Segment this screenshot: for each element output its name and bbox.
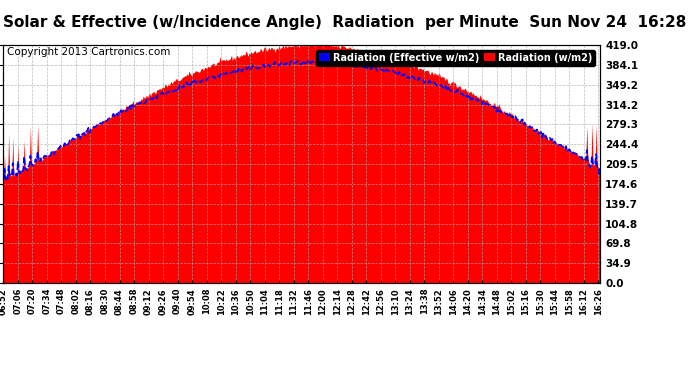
Text: Copyright 2013 Cartronics.com: Copyright 2013 Cartronics.com — [7, 47, 170, 57]
Legend: Radiation (Effective w/m2), Radiation (w/m2): Radiation (Effective w/m2), Radiation (w… — [316, 50, 595, 66]
Text: Solar & Effective (w/Incidence Angle)  Radiation  per Minute  Sun Nov 24  16:28: Solar & Effective (w/Incidence Angle) Ra… — [3, 15, 687, 30]
